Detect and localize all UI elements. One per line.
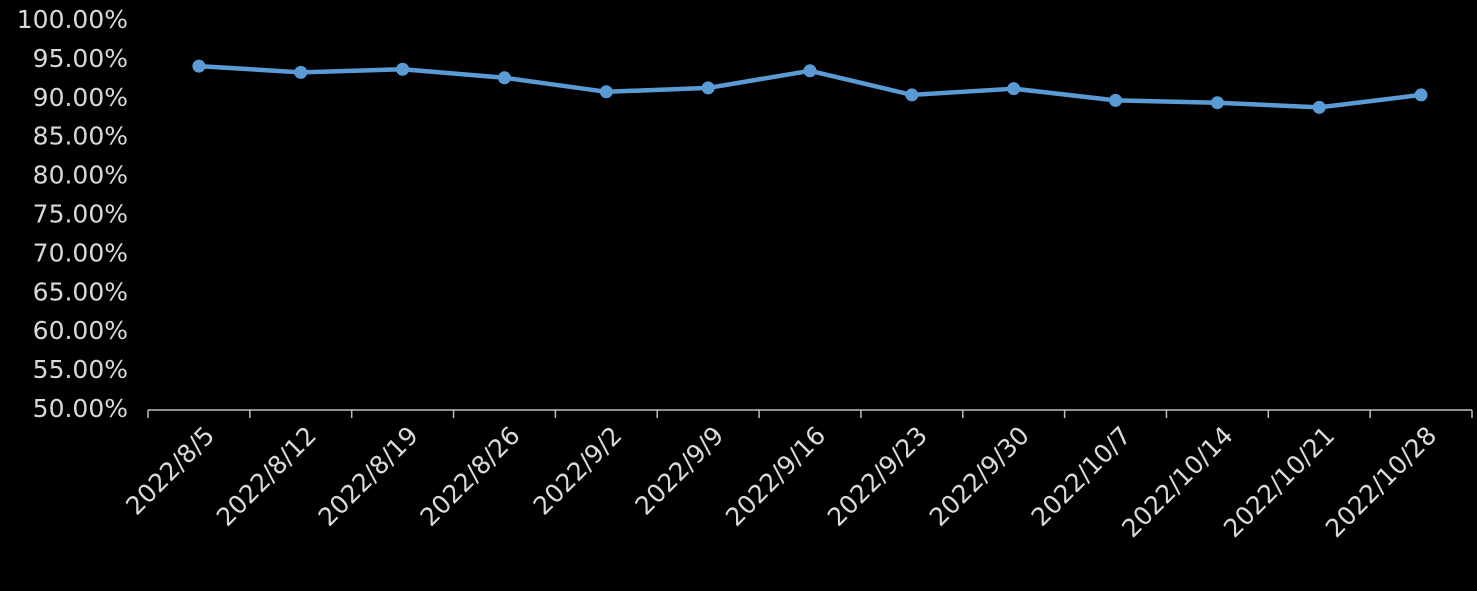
y-tick-label: 75.00%: [33, 200, 128, 229]
point: [396, 62, 410, 76]
point: [701, 81, 715, 95]
point: [192, 59, 206, 73]
y-tick-label: 80.00%: [33, 161, 128, 190]
y-tick-label: 60.00%: [33, 316, 128, 345]
y-tick-label: 95.00%: [33, 44, 128, 73]
point: [1109, 93, 1123, 107]
point: [294, 65, 308, 79]
point: [599, 85, 613, 99]
y-tick-label: 65.00%: [33, 277, 128, 306]
point: [1210, 96, 1224, 110]
y-tick-label: 100.00%: [17, 5, 128, 34]
point: [1414, 88, 1428, 102]
y-tick-label: 55.00%: [33, 355, 128, 384]
y-tick-label: 50.00%: [33, 394, 128, 423]
y-tick-label: 85.00%: [33, 122, 128, 151]
point: [905, 88, 919, 102]
point: [803, 64, 817, 78]
y-tick-label: 70.00%: [33, 238, 128, 267]
point: [1007, 82, 1021, 96]
point: [497, 71, 511, 85]
y-tick-label: 90.00%: [33, 83, 128, 112]
point: [1312, 100, 1326, 114]
